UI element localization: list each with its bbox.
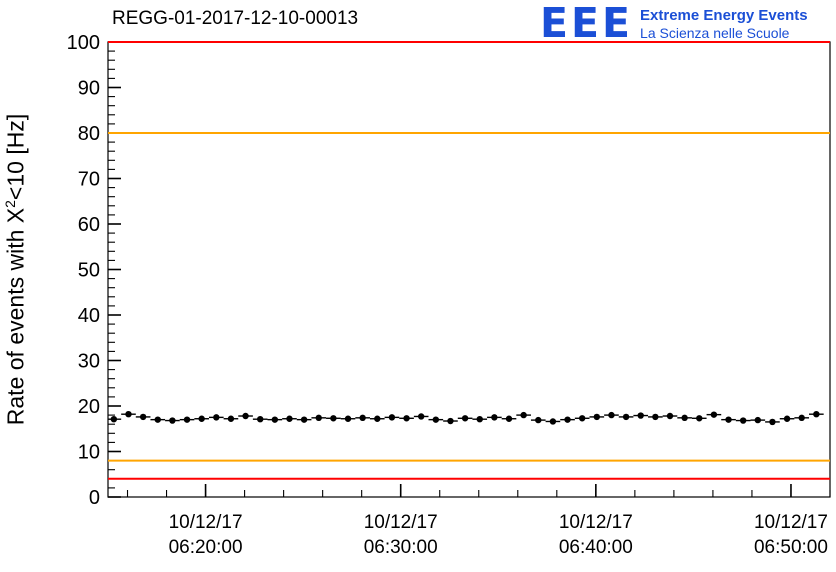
threshold-lines [108,41,830,480]
data-point [505,415,513,422]
data-point [286,415,293,422]
data-point [710,411,718,418]
y-tick-label: 60 [78,214,100,236]
data-point [403,415,410,422]
data-point [696,415,703,422]
eee-logo-text: Extreme Energy Events La Scienza nelle S… [640,5,808,42]
data-point [227,415,235,422]
data-point [725,416,732,423]
data-point [183,416,191,423]
data-point [783,415,791,422]
data-point [564,416,571,423]
data-point [769,418,776,426]
data-point [169,417,176,424]
eee-logo-acronym: EEE [540,0,634,47]
x-tick-label-date: 10/12/17 [559,512,633,533]
data-point [491,414,498,421]
x-tick-label-time: 06:40:00 [559,537,633,558]
x-tick-label-date: 10/12/17 [364,512,438,533]
y-tick-label: 100 [67,32,100,54]
data-point [622,413,630,421]
y-tick-label: 70 [78,169,100,191]
data-point [417,413,425,420]
y-tick-label: 10 [78,442,100,464]
x-tick-label-date: 10/12/17 [754,512,828,533]
x-axis: 10/12/17 06:20:00 10/12/17 06:30:00 10/12/17… [126,484,831,558]
data-point [315,414,322,422]
data-point [608,411,615,419]
data-point [110,415,118,423]
data-point [213,414,220,421]
data-point [461,415,469,422]
y-axis: 0 10 20 30 40 50 60 70 80 90 100 [67,32,121,509]
data-point [476,415,483,423]
data-point [593,413,601,421]
y-tick-label: 30 [78,351,100,373]
y-tick-label: 0 [89,487,100,509]
data-point [432,416,440,423]
data-point [330,415,337,422]
data-point [447,417,454,425]
x-tick-label-time: 06:20:00 [169,537,243,558]
eee-logo-line1: Extreme Energy Events [640,7,808,24]
data-point [652,413,659,421]
plot-frame [107,41,831,498]
data-point [257,415,264,423]
data-series [108,410,824,426]
y-tick-label: 50 [78,260,100,282]
data-point [798,414,805,422]
data-point [520,411,527,419]
x-tick-label-date: 10/12/17 [169,512,243,533]
data-point [359,414,366,422]
eee-logo-line2: La Scienza nelle Scuole [640,25,790,41]
y-tick-label: 80 [78,123,100,145]
data-point [139,413,147,421]
data-point [666,412,674,420]
data-point [535,416,542,424]
data-point [198,415,205,422]
data-point [681,414,688,422]
y-tick-label: 40 [78,305,100,327]
eee-logo: EEE Extreme Energy Events La Scienza nel… [540,0,808,47]
page-title: REGG-01-2017-12-10-00013 [112,8,359,29]
data-point [739,417,747,424]
data-point [549,418,557,425]
data-point [813,410,820,418]
x-tick-label-time: 06:30:00 [364,537,438,558]
data-point [242,412,249,420]
data-point [754,416,761,424]
data-point [300,416,308,423]
x-tick-label-time: 06:50:00 [754,537,828,558]
data-point [154,416,161,423]
data-point [271,416,279,423]
y-tick-label: 20 [78,396,100,418]
data-point [388,414,396,421]
data-point [374,415,381,422]
data-point [578,415,586,422]
y-tick-label: 90 [78,78,100,100]
data-point [125,410,132,418]
data-point [637,412,644,419]
data-point [344,415,352,422]
